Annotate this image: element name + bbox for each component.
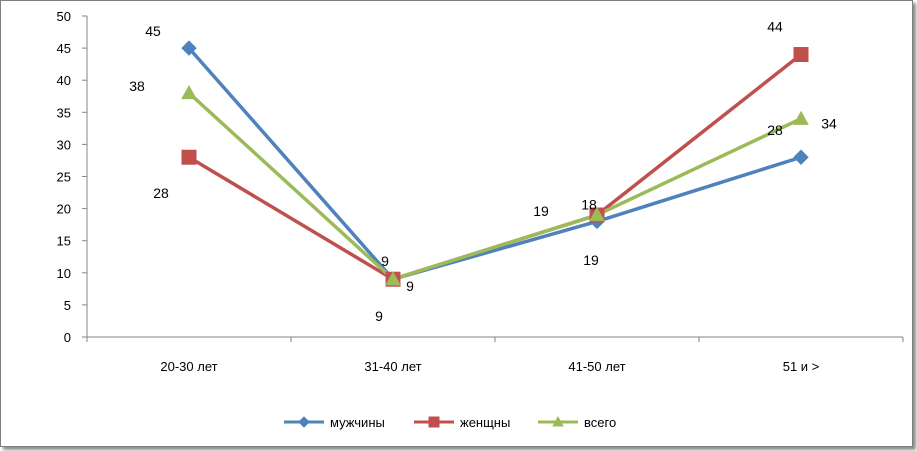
y-tick-label: 50: [57, 9, 71, 24]
y-tick-label: 30: [57, 137, 71, 152]
y-tick-label: 40: [57, 73, 71, 88]
data-label: 19: [583, 252, 599, 268]
data-label: 18: [581, 196, 597, 212]
data-label: 9: [381, 253, 389, 269]
legend-label: мужчины: [330, 415, 385, 430]
x-tick-label: 41-50 лет: [568, 359, 625, 374]
legend-item: мужчины: [284, 415, 385, 430]
data-point-всего: [181, 85, 197, 100]
data-label: 28: [153, 185, 169, 201]
x-tick-label: 31-40 лет: [364, 359, 421, 374]
series-lines: [187, 46, 803, 281]
legend-marker: [298, 416, 310, 428]
data-point-всего: [793, 110, 809, 125]
y-tick-label: 25: [57, 170, 71, 185]
y-tick-label: 35: [57, 105, 71, 120]
legend-label: всего: [584, 415, 616, 430]
series-markers: [181, 40, 809, 287]
y-tick-label: 15: [57, 234, 71, 249]
x-tick-label: 51 и >: [783, 359, 820, 374]
data-point-мужчины: [793, 149, 809, 165]
y-tick-label: 45: [57, 41, 71, 56]
data-label: 34: [821, 116, 837, 132]
axis-ticks: 0 5 10 15 20 25 30 35 40 45 50 20-30 лет 31-40 лет 41…: [57, 9, 904, 374]
legend-label: женщны: [460, 415, 510, 430]
data-point-всего: [589, 206, 605, 222]
data-point-мужчины: [181, 40, 197, 56]
data-label: 19: [533, 203, 549, 219]
y-tick-label: 0: [64, 330, 71, 345]
data-label: 28: [767, 122, 783, 138]
axes: [86, 16, 903, 338]
data-label: 38: [129, 78, 145, 94]
legend-item: всего: [538, 415, 616, 430]
legend-marker: [428, 416, 440, 428]
y-tick-label: 10: [57, 266, 71, 281]
data-point-женщны: [793, 47, 809, 63]
data-point-женщны: [181, 149, 197, 165]
y-tick-label: 5: [64, 298, 71, 313]
x-tick-label: 20-30 лет: [160, 359, 217, 374]
legend: мужчины женщны всего: [284, 415, 616, 430]
data-labels: 45 9 18 28 28 9 19 44 38 9 19 34: [129, 19, 837, 325]
legend-item: женщны: [414, 415, 510, 430]
y-tick-label: 20: [57, 202, 71, 217]
series-line-всего: [187, 91, 802, 281]
series-line-мужчины: [187, 46, 802, 281]
legend-marker: [552, 415, 564, 427]
data-label: 9: [375, 308, 383, 324]
data-point-всего: [385, 271, 401, 286]
data-label: 9: [406, 278, 414, 294]
data-label: 44: [767, 19, 783, 35]
data-label: 45: [145, 23, 161, 39]
